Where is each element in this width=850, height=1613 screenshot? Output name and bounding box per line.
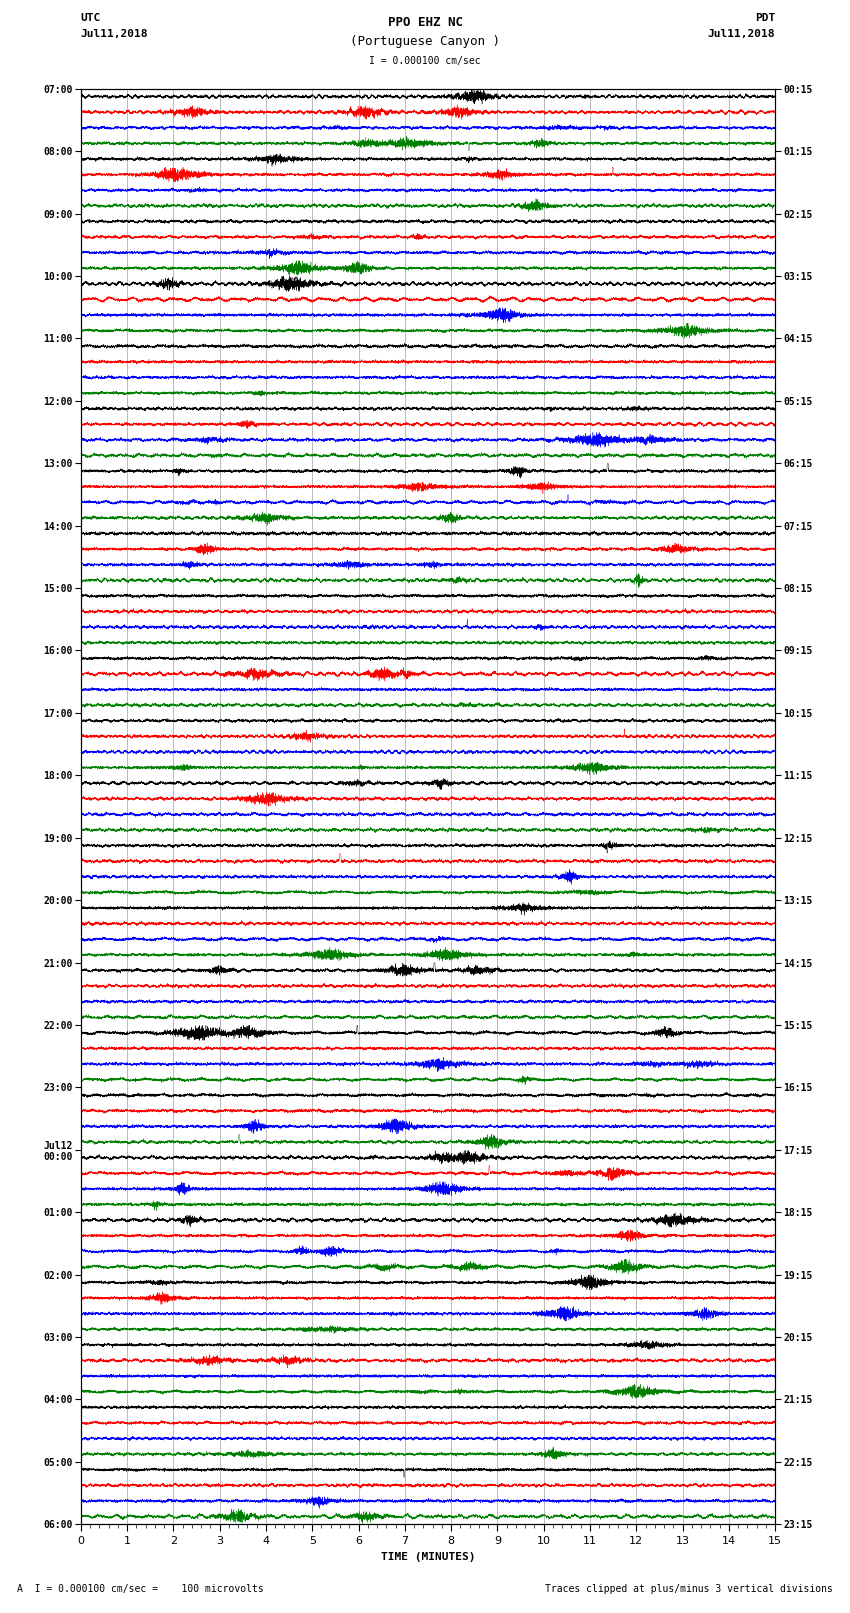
Text: PDT: PDT bbox=[755, 13, 775, 23]
X-axis label: TIME (MINUTES): TIME (MINUTES) bbox=[381, 1552, 475, 1561]
Text: Jul11,2018: Jul11,2018 bbox=[81, 29, 148, 39]
Text: (Portuguese Canyon ): (Portuguese Canyon ) bbox=[350, 35, 500, 48]
Text: I = 0.000100 cm/sec: I = 0.000100 cm/sec bbox=[369, 56, 481, 66]
Text: UTC: UTC bbox=[81, 13, 101, 23]
Text: A  I = 0.000100 cm/sec =    100 microvolts: A I = 0.000100 cm/sec = 100 microvolts bbox=[17, 1584, 264, 1594]
Text: Jul11,2018: Jul11,2018 bbox=[708, 29, 775, 39]
Text: PPO EHZ NC: PPO EHZ NC bbox=[388, 16, 462, 29]
Text: Traces clipped at plus/minus 3 vertical divisions: Traces clipped at plus/minus 3 vertical … bbox=[545, 1584, 833, 1594]
